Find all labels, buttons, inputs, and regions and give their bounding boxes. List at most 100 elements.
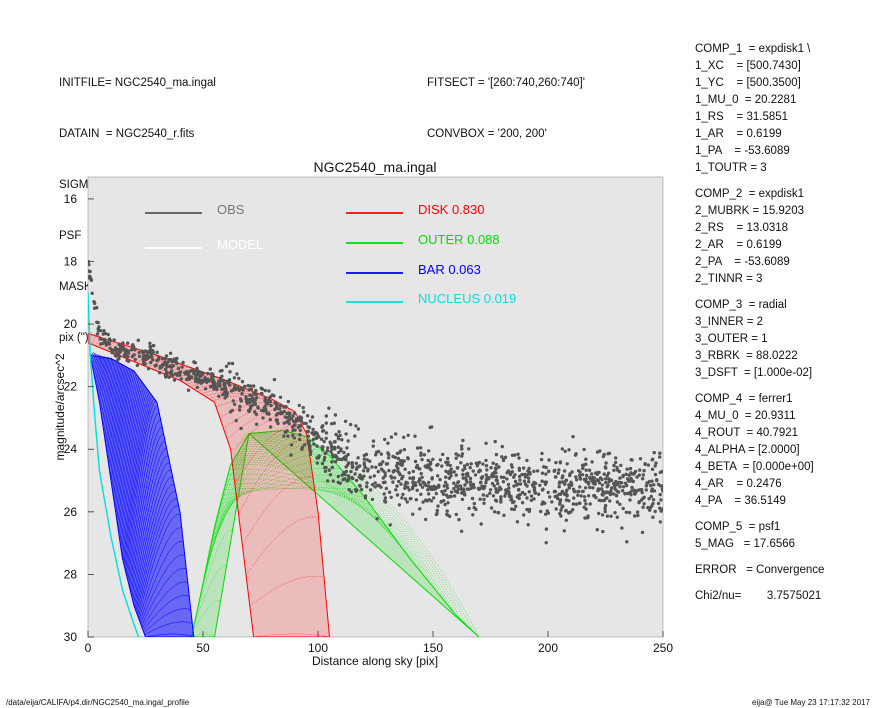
obs-point — [244, 397, 249, 401]
obs-point — [628, 466, 633, 471]
obs-point — [196, 377, 201, 381]
obs-point — [195, 368, 200, 373]
obs-point — [528, 470, 532, 475]
header-line: INITFILE= NGC2540_ma.ingal — [59, 77, 216, 89]
obs-point — [543, 501, 547, 505]
obs-point — [460, 497, 465, 502]
obs-point — [600, 477, 604, 482]
obs-point — [351, 476, 355, 481]
obs-point — [329, 442, 333, 446]
obs-point — [330, 447, 334, 451]
obs-point — [321, 429, 325, 433]
x-tick-label: 50 — [196, 641, 210, 655]
obs-point — [223, 396, 227, 400]
obs-point — [387, 490, 392, 494]
obs-point — [193, 377, 198, 381]
obs-point — [238, 397, 243, 401]
obs-point — [652, 489, 657, 493]
obs-point — [477, 470, 481, 474]
obs-point — [600, 487, 604, 491]
obs-point — [347, 477, 351, 481]
obs-point — [165, 364, 169, 368]
obs-point — [609, 491, 613, 496]
obs-point — [296, 417, 301, 422]
obs-point — [323, 465, 327, 470]
outer-arc — [213, 444, 317, 532]
obs-point — [587, 468, 592, 472]
obs-point — [658, 506, 662, 510]
obs-point — [217, 379, 221, 384]
obs-point — [274, 413, 279, 417]
obs-point — [291, 419, 296, 423]
obs-point — [198, 380, 202, 384]
obs-point — [649, 494, 653, 499]
obs-point — [552, 490, 557, 494]
obs-point — [315, 444, 319, 448]
obs-point — [533, 491, 538, 495]
obs-point — [461, 438, 465, 443]
obs-point — [507, 486, 511, 490]
obs-point — [210, 375, 214, 379]
obs-point — [314, 436, 318, 441]
obs-point — [456, 481, 460, 485]
obs-point — [641, 496, 645, 500]
obs-point — [494, 463, 499, 467]
obs-point — [540, 451, 544, 456]
obs-point — [370, 497, 375, 502]
bar-arc — [109, 366, 127, 471]
bar-arc — [110, 367, 129, 476]
bar-arc — [99, 357, 110, 406]
obs-point — [592, 494, 596, 498]
obs-point — [421, 480, 425, 484]
obs-point — [212, 382, 217, 386]
obs-point — [419, 453, 423, 457]
obs-point — [389, 495, 393, 499]
disk-arc — [242, 477, 314, 545]
obs-point — [621, 506, 625, 511]
obs-point — [222, 383, 226, 387]
obs-point — [275, 418, 279, 422]
obs-point — [302, 410, 306, 414]
obs-point — [198, 378, 202, 383]
obs-point — [443, 502, 447, 507]
obs-point — [512, 507, 517, 512]
obs-point — [512, 500, 516, 504]
obs-point — [204, 378, 209, 382]
obs-point — [465, 487, 470, 491]
obs-point — [540, 488, 545, 492]
obs-point — [582, 463, 586, 467]
obs-point — [197, 370, 202, 374]
obs-point — [424, 517, 428, 522]
obs-point — [332, 421, 336, 425]
obs-point — [449, 467, 453, 471]
obs-point — [578, 501, 582, 505]
bar-arc — [127, 420, 161, 581]
obs-point — [510, 470, 514, 474]
obs-point — [618, 481, 622, 485]
obs-point — [510, 465, 514, 469]
obs-point — [366, 469, 370, 473]
obs-point — [343, 477, 347, 481]
obs-point — [211, 372, 215, 376]
obs-point — [530, 483, 535, 487]
obs-point — [381, 460, 385, 464]
obs-point — [362, 474, 366, 478]
obs-point — [629, 458, 633, 462]
obs-point — [642, 469, 646, 473]
obs-point — [195, 366, 199, 371]
obs-point — [513, 479, 518, 484]
obs-point — [383, 496, 388, 500]
obs-point — [644, 488, 648, 492]
obs-point — [600, 483, 604, 487]
outer-arc — [230, 464, 396, 539]
obs-point — [474, 507, 478, 512]
obs-point — [629, 471, 633, 475]
disk-arc — [155, 363, 187, 371]
obs-point — [560, 490, 564, 494]
obs-point — [317, 454, 321, 458]
obs-point — [306, 414, 310, 418]
obs-point — [640, 490, 644, 495]
obs-point — [597, 498, 601, 502]
obs-point — [600, 492, 604, 497]
obs-point — [484, 473, 488, 477]
